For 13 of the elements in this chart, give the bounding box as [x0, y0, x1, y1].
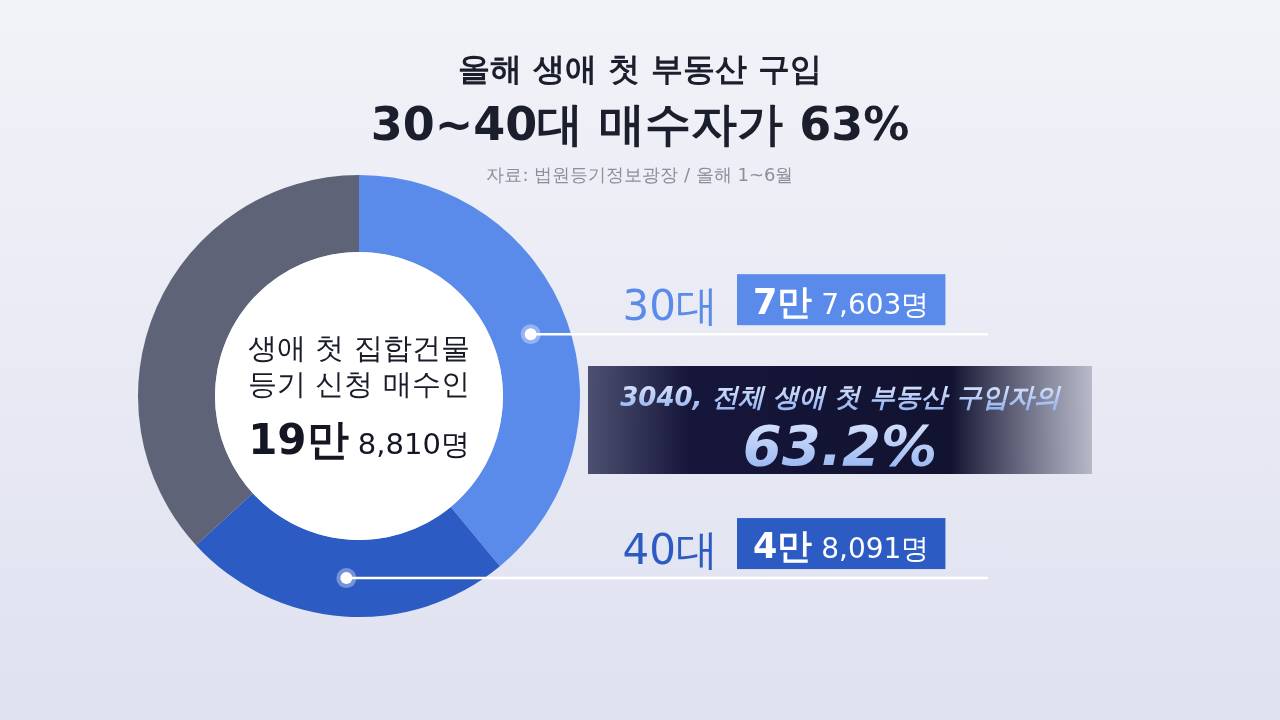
donut-slice [196, 493, 500, 617]
legend-label: 30대 [622, 281, 718, 331]
text: 등기 신청 매수인 [248, 367, 470, 401]
legend-label: 40대 [622, 525, 718, 575]
text: 자료: 법원등기정보광장 / 올해 1~6월 [486, 164, 794, 185]
chart-subtitle: 30~40대 매수자가 63% [370, 97, 910, 151]
text: 63.2% [742, 413, 938, 478]
text: 생애 첫 집합건물 [248, 331, 470, 365]
text: 7만 7,603명 [753, 282, 930, 323]
text: 4만 8,091명 [753, 526, 930, 567]
text: 19만 8,810명 [248, 415, 470, 464]
chart-title: 올해 생애 첫 부동산 구입 [457, 50, 823, 88]
text: 3040, 전체 생애 첫 부동산 구입자의 [620, 382, 1062, 412]
